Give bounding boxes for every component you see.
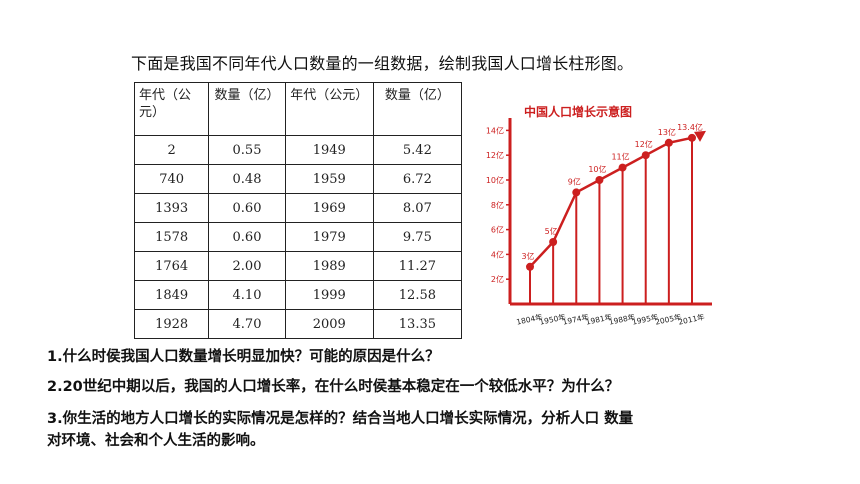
data-label: 5亿	[545, 226, 558, 236]
table-cell: 5.42	[372, 135, 463, 165]
data-label: 3亿	[521, 251, 534, 261]
table-cell: 2009	[284, 309, 374, 339]
table-row: 1764 2.00 1989 11.27	[133, 251, 463, 281]
table-cell: 1949	[284, 135, 374, 165]
y-tick-label: 12亿	[486, 150, 504, 160]
data-label: 11亿	[611, 152, 629, 162]
header-year-2: 年代（公元）	[284, 82, 374, 136]
y-tick-label: 8亿	[491, 200, 504, 210]
table-cell: 1999	[284, 280, 374, 310]
table-row: 1849 4.10 1999 12.58	[133, 280, 463, 310]
table-cell: 1578	[133, 222, 210, 252]
series-line	[529, 136, 693, 268]
table-cell: 1764	[133, 251, 210, 281]
header-year-1: 年代（公元）	[133, 82, 210, 136]
question-2: 2.20世纪中期以后，我国的人口增长率，在什么时侯基本稳定在一个较低水平？为什么…	[47, 379, 620, 395]
header-amount-1: 数量（亿）	[208, 82, 286, 136]
data-point	[595, 176, 604, 184]
table-row: 740 0.48 1959 6.72	[133, 164, 463, 194]
line-arrowhead	[694, 130, 706, 142]
table-cell: 8.07	[372, 193, 463, 223]
data-point	[526, 262, 534, 271]
table-cell: 0.48	[208, 164, 286, 194]
table-header-row: 年代（公元） 数量（亿） 年代（公元） 数量（亿）	[133, 82, 463, 136]
question-3-line-1: 3.你生活的地方人口增长的实际情况是怎样的？结合当地人口增长实际情况，分析人口 …	[47, 411, 634, 427]
question-1: 1.什么时侯我国人口数量增长明显加快？可能的原因是什么？	[47, 349, 440, 365]
header-amount-2: 数量（亿）	[372, 82, 463, 136]
table-row: 1578 0.60 1979 9.75	[133, 222, 463, 252]
y-tick-label: 10亿	[486, 175, 504, 185]
y-tick-label: 14亿	[486, 125, 504, 135]
table-cell: 1849	[133, 280, 210, 310]
table-cell: 13.35	[372, 309, 463, 339]
question-3-line-2: 对环境、社会和个人生活的影响。	[47, 433, 265, 449]
data-label: 9亿	[568, 176, 581, 186]
population-table: 年代（公元） 数量（亿） 年代（公元） 数量（亿） 2 0.55 1949 5.…	[133, 82, 463, 339]
table-cell: 1989	[284, 251, 374, 281]
data-label: 10亿	[588, 164, 606, 174]
y-tick-label: 4亿	[491, 249, 504, 259]
y-tick-label: 6亿	[491, 225, 504, 235]
table-row: 1928 4.70 2009 13.35	[133, 309, 463, 339]
table-cell: 2.00	[208, 251, 286, 281]
table-row: 1393 0.60 1969 8.07	[133, 193, 463, 223]
population-chart: 中国人口增长示意图 14亿 12亿 10亿 8亿 6亿 4亿 2亿 3亿 5亿 9亿 10亿 11亿 12…	[486, 104, 712, 327]
table-cell: 1959	[284, 164, 374, 194]
x-tick-label: 2011年	[677, 311, 706, 326]
table-cell: 1928	[133, 309, 210, 339]
table-cell: 1979	[284, 222, 374, 252]
data-label: 13亿	[658, 127, 676, 137]
data-point	[572, 188, 581, 197]
table-row: 2 0.55 1949 5.42	[133, 135, 463, 165]
chart-title: 中国人口增长示意图	[524, 104, 632, 119]
table-cell: 0.60	[208, 193, 286, 223]
data-point	[641, 151, 650, 160]
table-cell: 9.75	[372, 222, 463, 252]
table-cell: 1969	[284, 193, 374, 223]
table-cell: 740	[133, 164, 210, 194]
table-cell: 0.55	[208, 135, 286, 165]
table-cell: 0.60	[208, 222, 286, 252]
table-cell: 11.27	[372, 251, 463, 281]
data-label: 13.4亿	[677, 122, 703, 132]
table-cell: 1393	[133, 193, 210, 223]
data-point	[664, 138, 673, 147]
y-tick-label: 2亿	[491, 274, 504, 284]
data-point	[688, 133, 696, 142]
table-cell: 4.70	[208, 309, 286, 339]
table-cell: 4.10	[208, 280, 286, 310]
table-cell: 2	[133, 135, 210, 165]
table-cell: 12.58	[372, 280, 463, 310]
data-point	[618, 163, 627, 172]
intro-text: 下面是我国不同年代人口数量的一组数据，绘制我国人口增长柱形图。	[131, 54, 634, 73]
data-label: 12亿	[635, 139, 653, 149]
data-point	[549, 238, 558, 246]
table-cell: 6.72	[372, 164, 463, 194]
